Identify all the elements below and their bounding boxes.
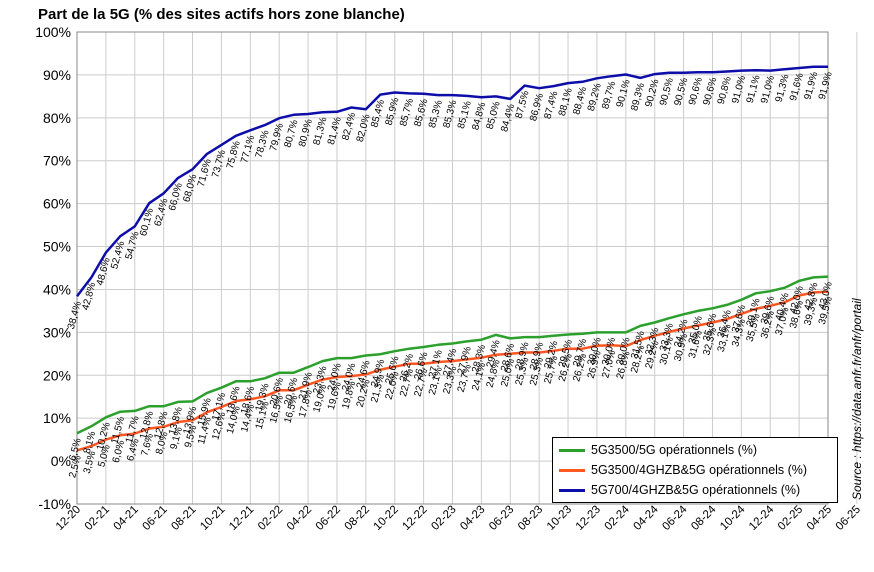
legend-item-green: 5G3500/5G opérationnels (%) (559, 441, 757, 459)
data-label: 68,0% (181, 173, 199, 203)
plot-area-border (76, 31, 829, 505)
x-tick-label: 08-21 (169, 504, 198, 533)
data-label: 89,3% (629, 82, 647, 112)
legend-swatch-green (559, 448, 585, 452)
chart-title: Part de la 5G (% des sites actifs hors z… (38, 6, 405, 23)
x-tick-label: 12-21 (227, 504, 256, 533)
y-tick-label: 50% (43, 239, 71, 255)
x-tick-label: 02-23 (429, 504, 458, 533)
legend-item-orange: 5G3500/4GHZB&5G opérationnels (%) (559, 461, 807, 479)
y-tick-label: 90% (43, 67, 71, 83)
y-tick-label: 20% (43, 367, 71, 383)
x-tick-label: 04-21 (112, 504, 141, 533)
series-lines (76, 65, 829, 452)
legend-label-blue: 5G700/4GHZB&5G opérationnels (%) (591, 483, 801, 497)
x-tick-label: 02-22 (256, 504, 285, 533)
x-tick-label: 10-22 (372, 504, 401, 533)
x-tick-label: 10-23 (545, 504, 574, 533)
y-tick-label: 30% (43, 324, 71, 340)
y-tick-label: 60% (43, 196, 71, 212)
y-tick-label: 40% (43, 281, 71, 297)
series-line-2 (76, 65, 828, 298)
x-tick-label: 02-24 (603, 503, 633, 533)
x-tick-label: 02-21 (83, 504, 112, 533)
data-label: 79,9% (268, 122, 286, 152)
source-note: Source : https://data.anfr.fr/anfr/porta… (850, 298, 864, 500)
x-tick-label: 12-22 (400, 504, 429, 533)
series-line-0 (76, 275, 829, 435)
legend-label-orange: 5G3500/4GHZB&5G opérationnels (%) (591, 463, 808, 477)
data-label: 62,4% (153, 197, 171, 227)
x-tick-label: 12-24 (747, 503, 777, 533)
x-tick-label: 12-23 (574, 504, 603, 533)
legend-item-blue: 5G700/4GHZB&5G opérationnels (%) (559, 481, 800, 499)
data-label: 87,4% (542, 90, 560, 120)
x-tick-label: 04-23 (458, 504, 487, 533)
x-tick-label: 04-24 (632, 503, 662, 533)
x-tick-label: 06-25 (834, 504, 863, 533)
x-tick-label: 10-24 (718, 503, 748, 533)
y-tick-label: 100% (35, 24, 71, 40)
legend-swatch-orange (559, 468, 585, 472)
y-tick-label: 10% (43, 410, 71, 426)
x-tick-label: 04-22 (285, 504, 314, 533)
legend: 5G3500/5G opérationnels (%) 5G3500/4GHZB… (552, 437, 838, 503)
y-tick-label: -10% (38, 496, 71, 512)
y-tick-label: 70% (43, 153, 71, 169)
x-tick-label: 08-22 (343, 504, 372, 533)
series-line-1 (76, 290, 829, 452)
y-tick-label: 0% (51, 453, 71, 469)
x-tick-label: 06-23 (487, 504, 516, 533)
x-tick-label: 08-23 (516, 504, 545, 533)
y-tick-label: 80% (43, 110, 71, 126)
legend-label-green: 5G3500/5G opérationnels (%) (591, 443, 758, 457)
x-tick-label: 10-21 (198, 504, 227, 533)
x-tick-label: 04-25 (805, 504, 834, 533)
x-tick-label: 06-21 (140, 504, 169, 533)
x-tick-label: 02-25 (776, 504, 805, 533)
data-label: 77,1% (239, 134, 257, 164)
x-tick-label: 06-22 (314, 504, 343, 533)
data-label: 42,8% (80, 281, 98, 311)
x-tick-label: 06-24 (660, 503, 690, 533)
x-tick-label: 08-24 (689, 503, 719, 533)
legend-swatch-blue (559, 488, 585, 492)
